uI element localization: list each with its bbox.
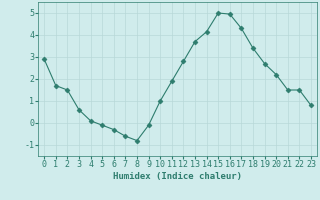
X-axis label: Humidex (Indice chaleur): Humidex (Indice chaleur) — [113, 172, 242, 181]
